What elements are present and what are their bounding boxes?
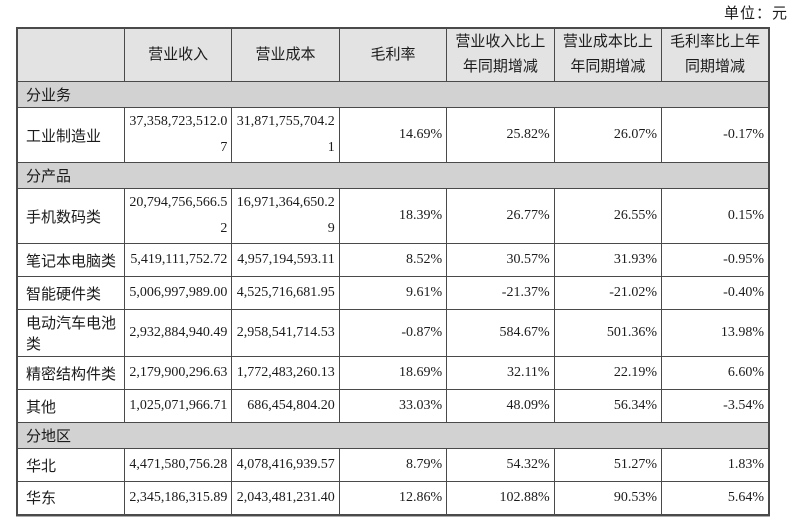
cell-margin-yoy: 0.15% xyxy=(661,188,770,244)
cell-margin-yoy: 13.98% xyxy=(661,309,770,357)
cell-revenue: 20,794,756,566.52 xyxy=(123,188,233,244)
section-row: 分业务 xyxy=(16,81,770,108)
cell-cost: 4,957,194,593.11 xyxy=(231,243,340,277)
cell-cost-yoy: 26.55% xyxy=(553,188,663,244)
row-label-cell: 智能硬件类 xyxy=(16,276,125,310)
unit-label: 单位：元 xyxy=(723,6,788,22)
cell-margin: 9.61% xyxy=(338,276,448,310)
column-header-corner xyxy=(16,27,125,82)
cell-margin: 14.69% xyxy=(338,107,448,163)
cell-revenue-yoy: 25.82% xyxy=(446,107,555,163)
cell-margin-yoy: -0.40% xyxy=(661,276,770,310)
row-label-cell: 华北 xyxy=(16,448,125,482)
cell-revenue-yoy: 26.77% xyxy=(446,188,555,244)
section-label: 分地区 xyxy=(16,422,770,449)
cell-revenue: 2,179,900,296.63 xyxy=(123,356,233,390)
cell-revenue: 5,419,111,752.72 xyxy=(123,243,233,277)
cell-margin-yoy: 1.83% xyxy=(661,448,770,482)
table-row: 智能硬件类 5,006,997,989.00 4,525,716,681.95 9.6… xyxy=(16,276,770,310)
cell-cost: 16,971,364,650.29 xyxy=(231,188,340,244)
cell-revenue-yoy: 102.88% xyxy=(446,481,555,515)
column-header-revenue-yoy: 营业收入比上年同期增减 xyxy=(446,27,555,82)
cell-cost: 2,958,541,714.53 xyxy=(231,309,340,357)
cell-cost-yoy: 501.36% xyxy=(553,309,663,357)
column-header-cost: 营业成本 xyxy=(231,27,340,82)
cell-cost-yoy: 26.07% xyxy=(553,107,663,163)
cell-margin-yoy: 6.60% xyxy=(661,356,770,390)
cell-cost-yoy: 51.27% xyxy=(553,448,663,482)
table-row: 其他 1,025,071,966.71 686,454,804.20 33.03% 48… xyxy=(16,389,770,423)
row-label-cell: 电动汽车电池类 xyxy=(16,309,125,357)
cell-revenue: 1,025,071,966.71 xyxy=(123,389,233,423)
table-row: 华北 4,471,580,756.28 4,078,416,939.57 8.79% 5… xyxy=(16,448,770,482)
row-label-cell: 工业制造业 xyxy=(16,107,125,163)
cell-margin: 18.39% xyxy=(338,188,448,244)
row-label-cell: 华东 xyxy=(16,481,125,515)
table-row: 手机数码类 20,794,756,566.52 16,971,364,650.29 1… xyxy=(16,188,770,244)
financial-breakdown-table: 营业收入 营业成本 毛利率 营业收入比上年同期增减 营业成本比上年同期增减 毛利率比上年同… xyxy=(16,27,770,516)
cell-revenue: 37,358,723,512.07 xyxy=(123,107,233,163)
column-header-revenue: 营业收入 xyxy=(123,27,233,82)
table-continuation-line xyxy=(16,516,770,517)
cell-revenue-yoy: -21.37% xyxy=(446,276,555,310)
cell-margin-yoy: 5.64% xyxy=(661,481,770,515)
cell-cost-yoy: 90.53% xyxy=(553,481,663,515)
table-row: 电动汽车电池类 2,932,884,940.49 2,958,541,714.53-… xyxy=(16,309,770,357)
row-label-cell: 笔记本电脑类 xyxy=(16,243,125,277)
cell-revenue: 2,932,884,940.49 xyxy=(123,309,233,357)
cell-revenue: 2,345,186,315.89 xyxy=(123,481,233,515)
cell-cost: 4,525,716,681.95 xyxy=(231,276,340,310)
table-row: 工业制造业 37,358,723,512.07 31,871,755,704.21 1… xyxy=(16,107,770,163)
cell-revenue-yoy: 32.11% xyxy=(446,356,555,390)
section-row: 分产品 xyxy=(16,162,770,189)
table-row: 华东 2,345,186,315.89 2,043,481,231.40 12.86%… xyxy=(16,481,770,515)
section-label: 分产品 xyxy=(16,162,770,189)
section-row: 分地区 xyxy=(16,422,770,449)
table-body: 分业务 工业制造业 37,358,723,512.07 31,871,755,704.… xyxy=(16,81,770,515)
cell-cost: 4,078,416,939.57 xyxy=(231,448,340,482)
cell-margin-yoy: -3.54% xyxy=(661,389,770,423)
cell-revenue-yoy: 54.32% xyxy=(446,448,555,482)
cell-cost-yoy: 22.19% xyxy=(553,356,663,390)
header-row: 营业收入 营业成本 毛利率 营业收入比上年同期增减 营业成本比上年同期增减 毛利率比上年同… xyxy=(16,27,770,82)
cell-cost-yoy: -21.02% xyxy=(553,276,663,310)
cell-cost-yoy: 56.34% xyxy=(553,389,663,423)
row-label-cell: 其他 xyxy=(16,389,125,423)
cell-revenue: 4,471,580,756.28 xyxy=(123,448,233,482)
cell-cost: 2,043,481,231.40 xyxy=(231,481,340,515)
cell-cost-yoy: 31.93% xyxy=(553,243,663,277)
table-row: 笔记本电脑类 5,419,111,752.72 4,957,194,593.11 8.… xyxy=(16,243,770,277)
row-label-cell: 精密结构件类 xyxy=(16,356,125,390)
cell-cost: 1,772,483,260.13 xyxy=(231,356,340,390)
cell-margin: -0.87% xyxy=(338,309,448,357)
cell-cost: 31,871,755,704.21 xyxy=(231,107,340,163)
cell-revenue-yoy: 30.57% xyxy=(446,243,555,277)
cell-margin-yoy: -0.17% xyxy=(661,107,770,163)
table-row: 精密结构件类 2,179,900,296.63 1,772,483,260.13 18… xyxy=(16,356,770,390)
table-header-row: 营业收入 营业成本 毛利率 营业收入比上年同期增减 营业成本比上年同期增减 毛利率比上年同… xyxy=(16,27,770,82)
cell-margin: 8.79% xyxy=(338,448,448,482)
cell-margin: 8.52% xyxy=(338,243,448,277)
section-label: 分业务 xyxy=(16,81,770,108)
cell-cost: 686,454,804.20 xyxy=(231,389,340,423)
row-label-cell: 手机数码类 xyxy=(16,188,125,244)
column-header-margin: 毛利率 xyxy=(338,27,448,82)
cell-margin: 33.03% xyxy=(338,389,448,423)
cell-revenue: 5,006,997,989.00 xyxy=(123,276,233,310)
cell-margin-yoy: -0.95% xyxy=(661,243,770,277)
cell-revenue-yoy: 48.09% xyxy=(446,389,555,423)
cell-margin: 12.86% xyxy=(338,481,448,515)
cell-margin: 18.69% xyxy=(338,356,448,390)
cell-revenue-yoy: 584.67% xyxy=(446,309,555,357)
column-header-margin-yoy: 毛利率比上年同期增减 xyxy=(661,27,770,82)
column-header-cost-yoy: 营业成本比上年同期增减 xyxy=(553,27,663,82)
